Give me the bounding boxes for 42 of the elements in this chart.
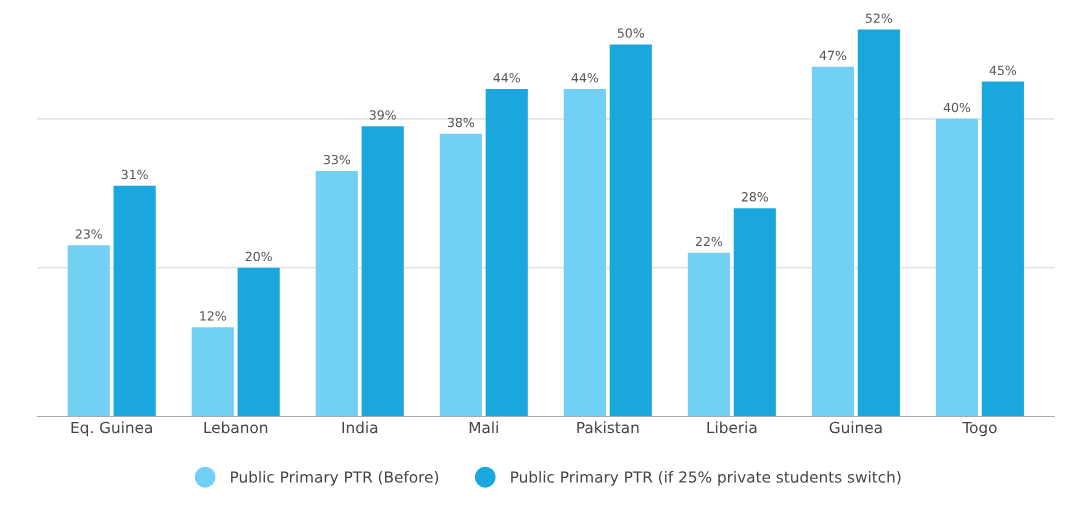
bar — [563, 89, 606, 417]
bar — [113, 185, 156, 417]
bar — [687, 252, 730, 417]
bar — [733, 208, 776, 417]
x-tick-label: Lebanon — [204, 421, 268, 434]
bar — [609, 44, 652, 417]
data-label: 22% — [695, 236, 723, 247]
x-tick-label: Guinea — [829, 421, 882, 434]
x-tick-label: Eq. Guinea — [71, 421, 152, 437]
x-tick-label: India — [342, 421, 378, 434]
bar — [811, 66, 855, 417]
bar — [485, 89, 528, 417]
bar — [981, 81, 1024, 417]
bar — [857, 29, 900, 417]
bar — [315, 170, 358, 417]
data-label: 50% — [617, 28, 644, 38]
x-tick-label: Pakistan — [577, 421, 639, 434]
data-label: 44% — [571, 73, 599, 83]
legend-label: Public Primary PTR (Before) — [231, 470, 439, 486]
x-tick-label: Liberia — [707, 421, 757, 434]
data-label: 52% — [865, 13, 893, 23]
bar — [935, 118, 979, 417]
bar — [237, 267, 280, 417]
data-label: 33% — [323, 154, 351, 165]
data-label: 12% — [200, 311, 226, 321]
data-label: 39% — [369, 110, 396, 120]
data-label: 44% — [493, 73, 520, 83]
data-label: 31% — [121, 169, 148, 180]
data-label: 20% — [245, 251, 272, 262]
x-tick-label: Mali — [469, 421, 498, 434]
bar — [191, 327, 234, 417]
data-label: 38% — [447, 117, 475, 128]
data-label: 40% — [943, 102, 971, 113]
bar — [361, 126, 404, 417]
bar — [67, 245, 110, 417]
data-label: 23% — [75, 229, 102, 239]
x-tick-label: Togo — [962, 421, 997, 437]
data-label: 45% — [989, 65, 1017, 76]
bar — [439, 133, 482, 417]
data-label: 28% — [741, 192, 769, 202]
data-label: 47% — [819, 50, 847, 61]
legend-label: Public Primary PTR (if 25% private students switch) — [511, 470, 901, 486]
